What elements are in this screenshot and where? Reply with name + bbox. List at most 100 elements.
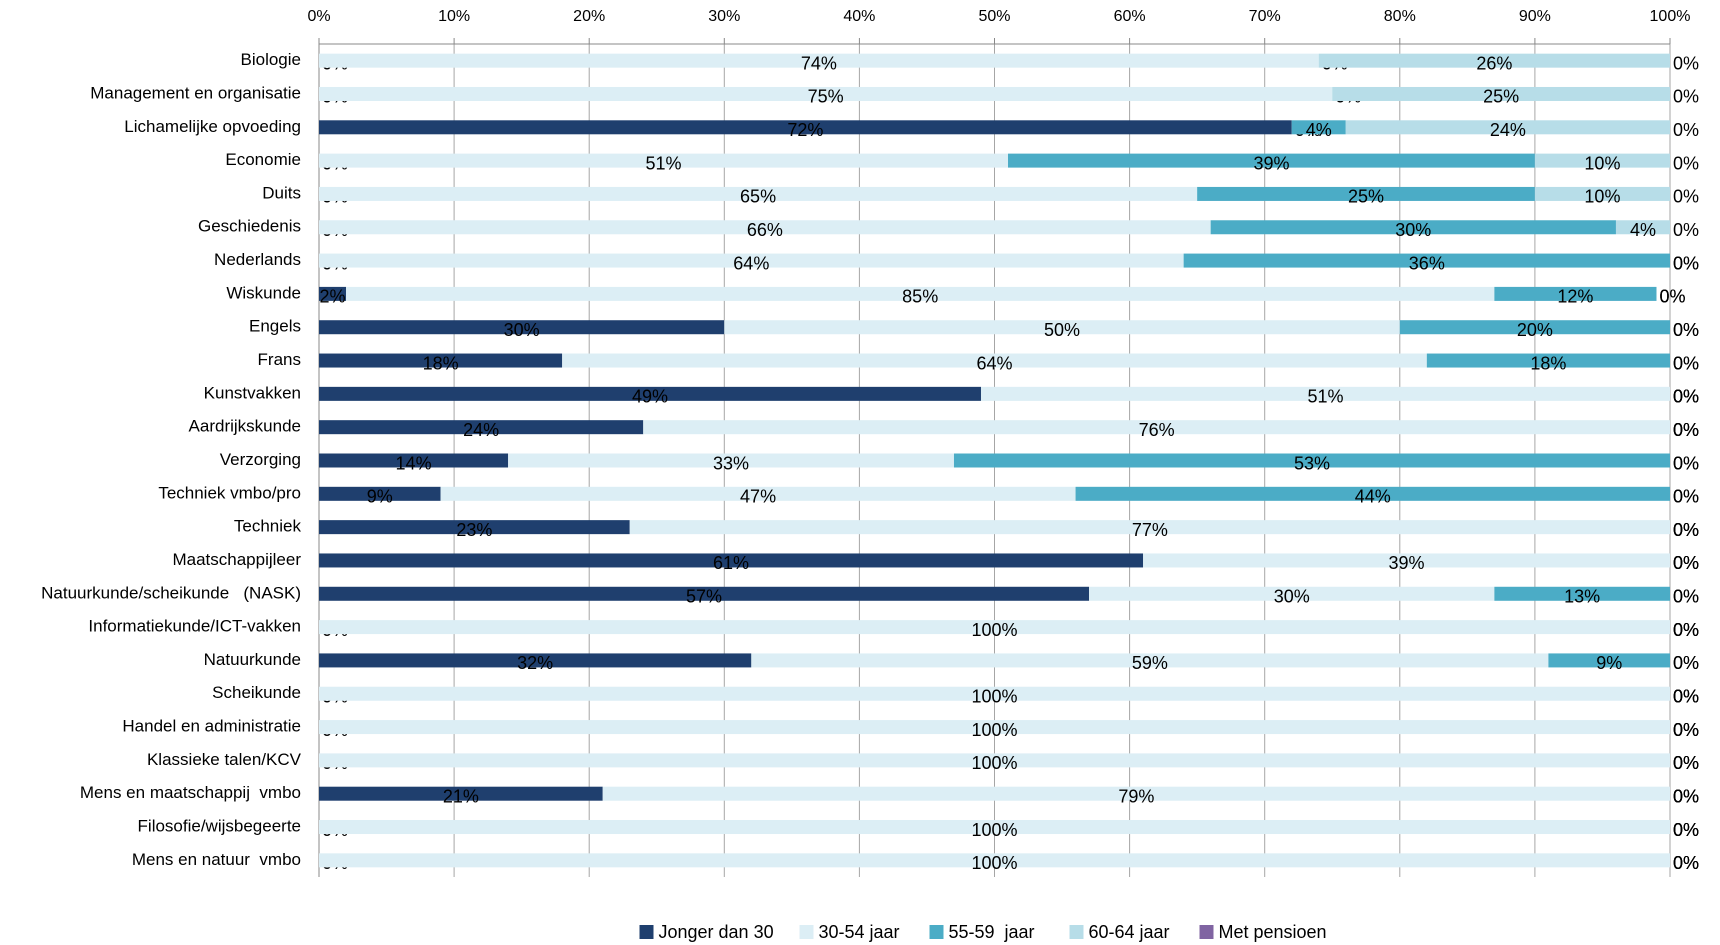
data-label: 0%	[1659, 287, 1685, 307]
data-label: 2%	[320, 287, 346, 307]
data-label: 25%	[1483, 87, 1519, 107]
bar-segment	[1089, 586, 1495, 601]
bar-segment	[319, 53, 1319, 68]
data-label: 0%	[1673, 753, 1699, 773]
data-label: 30%	[1274, 587, 1310, 607]
bar-segment	[1197, 186, 1535, 201]
bar-segment	[319, 353, 563, 368]
data-label: 57%	[686, 587, 722, 607]
legend-swatch	[929, 925, 944, 939]
data-label: 13%	[1564, 587, 1600, 607]
y-tick-label: Natuurkunde	[204, 650, 301, 669]
y-tick-label: Techniek	[234, 517, 302, 536]
data-label: 33%	[713, 453, 749, 473]
bar-segment	[319, 486, 441, 501]
x-tick-label: 10%	[438, 8, 470, 25]
x-tick-label: 90%	[1519, 8, 1551, 25]
data-label: 14%	[396, 453, 432, 473]
x-tick-label: 20%	[573, 8, 605, 25]
data-label: 0%	[1673, 620, 1699, 640]
data-label: 0%	[1673, 120, 1699, 140]
data-label: 0%	[1673, 686, 1699, 706]
data-label: 72%	[787, 120, 823, 140]
x-tick-label: 60%	[1114, 8, 1146, 25]
data-label: 30%	[504, 320, 540, 340]
bar-segment	[1008, 153, 1535, 168]
bar-segment	[1494, 286, 1657, 301]
bar-segment	[643, 420, 1670, 435]
legend-label: 55-59 jaar	[949, 922, 1035, 942]
legend-swatch	[639, 925, 654, 939]
data-label: 4%	[1630, 220, 1656, 240]
data-label: 0%	[1673, 320, 1699, 340]
y-tick-label: Techniek vmbo/pro	[158, 483, 301, 502]
bar-segment	[319, 653, 752, 668]
bar-segment	[319, 253, 1184, 268]
legend-swatch	[1199, 925, 1214, 939]
data-label: 79%	[1118, 786, 1154, 806]
data-label: 0%	[1673, 420, 1699, 440]
data-label: 30%	[1395, 220, 1431, 240]
data-label: 0%	[1673, 187, 1699, 207]
data-label: 75%	[808, 87, 844, 107]
data-label: 36%	[1409, 253, 1445, 273]
data-label: 0%	[1673, 686, 1699, 706]
data-label: 0%	[1673, 153, 1699, 173]
bar-segment	[319, 286, 347, 301]
data-label: 64%	[976, 353, 1012, 373]
y-tick-label: Maatschappijleer	[172, 550, 301, 569]
data-label: 100%	[971, 853, 1017, 873]
bar-segment	[562, 353, 1427, 368]
bar-segment	[319, 186, 1198, 201]
data-label: 0%	[1673, 253, 1699, 273]
data-label: 100%	[971, 820, 1017, 840]
data-label: 0%	[1673, 753, 1699, 773]
legend-label: 60-64 jaar	[1089, 922, 1170, 942]
y-tick-label: Engels	[249, 317, 301, 336]
data-label: 0%	[1673, 786, 1699, 806]
data-label: 0%	[1673, 520, 1699, 540]
data-label: 74%	[801, 53, 837, 73]
data-label: 0%	[1673, 853, 1699, 873]
y-tick-label: Geschiedenis	[198, 217, 301, 236]
x-tick-label: 70%	[1249, 8, 1281, 25]
data-label: 0%	[1673, 853, 1699, 873]
y-tick-label: Klassieke talen/KCV	[147, 750, 302, 769]
data-label: 10%	[1584, 153, 1620, 173]
y-tick-label: Lichamelijke opvoeding	[124, 117, 301, 136]
data-label: 39%	[1389, 553, 1425, 573]
bar-segment	[319, 320, 725, 335]
bar-segment	[319, 686, 1670, 701]
data-label: 0%	[1673, 853, 1699, 873]
bar-segment	[508, 453, 954, 468]
data-label: 0%	[1673, 653, 1699, 673]
y-tick-label: Aardrijkskunde	[189, 417, 301, 436]
bar-segment	[319, 86, 1333, 101]
x-tick-label: 80%	[1384, 8, 1416, 25]
data-label: 64%	[733, 253, 769, 273]
data-label: 24%	[1490, 120, 1526, 140]
data-label: 0%	[1659, 287, 1685, 307]
data-label: 0%	[1673, 753, 1699, 773]
data-label: 0%	[1673, 453, 1699, 473]
data-label: 0%	[1673, 220, 1699, 240]
bar-segment	[319, 586, 1090, 601]
data-label: 0%	[1673, 587, 1699, 607]
x-tick-label: 50%	[978, 8, 1010, 25]
data-label: 20%	[1517, 320, 1553, 340]
data-label: 65%	[740, 187, 776, 207]
data-label: 32%	[517, 653, 553, 673]
data-label: 23%	[456, 520, 492, 540]
y-tick-label: Duits	[262, 183, 301, 202]
bar-segment	[319, 520, 630, 535]
data-label: 51%	[1307, 387, 1343, 407]
x-tick-label: 40%	[843, 8, 875, 25]
bar-segment	[319, 720, 1670, 735]
bar-segment	[319, 153, 1009, 168]
legend-label: 30-54 jaar	[819, 922, 900, 942]
data-label: 0%	[1673, 553, 1699, 573]
bar-segment	[1534, 186, 1670, 201]
data-label: 0%	[1673, 487, 1699, 507]
data-label: 76%	[1139, 420, 1175, 440]
